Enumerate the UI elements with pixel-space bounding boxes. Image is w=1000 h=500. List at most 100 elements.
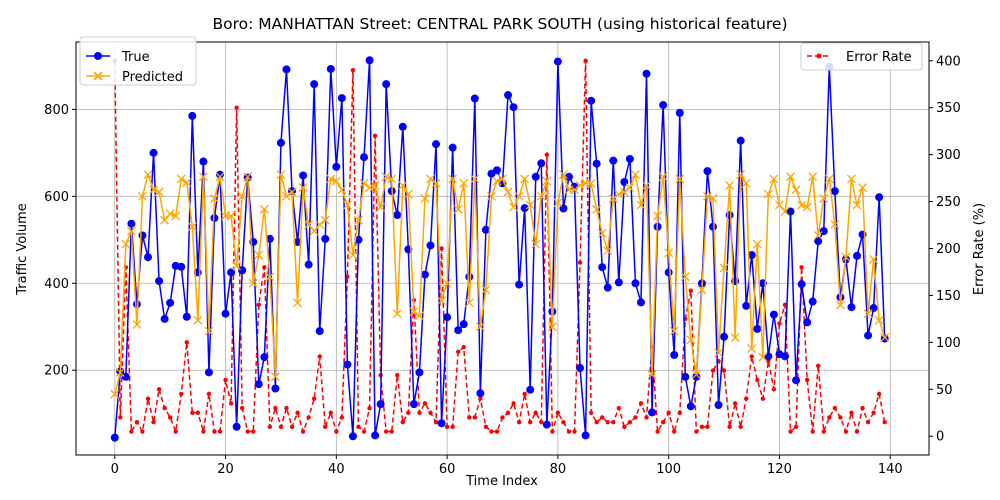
data-point-predicted [797, 200, 807, 210]
data-point-true [254, 380, 263, 389]
data-point-error-rate [605, 419, 610, 425]
data-point-error-rate [588, 410, 594, 415]
data-point-error-rate [672, 429, 677, 434]
data-point-error-rate [472, 415, 478, 420]
data-point-error-rate [655, 429, 660, 434]
legend-right-box [800, 42, 923, 71]
data-point-true [304, 260, 313, 269]
data-point-error-rate [827, 415, 832, 420]
data-point-true [742, 301, 751, 310]
data-point-predicted [625, 183, 635, 193]
data-point-predicted [337, 185, 347, 195]
data-point-error-rate [417, 410, 422, 415]
data-point-true [708, 222, 717, 231]
data-point-predicted [730, 333, 740, 343]
data-point-predicted [630, 170, 640, 180]
data-point-true [875, 193, 884, 202]
data-point-true [753, 324, 762, 333]
data-point-predicted [426, 174, 435, 184]
data-point-true [365, 56, 374, 65]
data-point-error-rate [749, 354, 754, 359]
data-point-error-rate [350, 67, 356, 73]
x-tick-label: 100 [656, 462, 681, 477]
data-point-true [227, 268, 236, 277]
data-point-predicted [270, 372, 280, 382]
data-point-error-rate [660, 419, 666, 425]
data-point-error-rate [638, 401, 644, 406]
data-point-error-rate [527, 419, 533, 425]
y-axis-label: Traffic Volume [15, 203, 30, 296]
data-point-true [426, 241, 435, 250]
data-point-error-rate [876, 391, 882, 397]
data-point-true [587, 96, 596, 105]
x-axis-label: Time Index [465, 474, 538, 489]
data-point-error-rate [533, 410, 538, 415]
data-point-true [348, 432, 357, 441]
data-point-error-rate [871, 410, 876, 415]
data-point-true [382, 80, 391, 89]
y2-tick-label: 300 [936, 148, 961, 163]
data-point-error-rate [361, 429, 367, 434]
data-point-predicted [486, 191, 496, 201]
data-point-error-rate [516, 419, 522, 425]
data-point-predicted [586, 178, 596, 188]
data-point-predicted [846, 174, 856, 184]
data-point-predicted [138, 191, 147, 201]
data-point-error-rate [721, 368, 727, 373]
data-point-predicted [165, 209, 175, 219]
data-point-error-rate [694, 429, 699, 434]
data-point-error-rate [727, 424, 732, 430]
data-point-predicted [414, 311, 424, 321]
data-point-predicted [448, 174, 458, 184]
data-point-true [520, 204, 529, 213]
data-point-error-rate [843, 429, 849, 434]
data-point-predicted [791, 185, 801, 195]
data-point-true [780, 352, 789, 361]
data-point-error-rate [184, 340, 189, 345]
data-point-error-rate [710, 368, 716, 373]
data-point-true [121, 372, 130, 381]
data-point-error-rate [622, 424, 627, 430]
data-point-true [614, 278, 623, 287]
data-point-true [553, 57, 562, 66]
data-point-error-rate [611, 419, 616, 425]
data-point-predicted [287, 187, 297, 197]
data-point-predicted [376, 202, 386, 212]
data-point-true [127, 219, 136, 228]
x-tick-label: 120 [767, 462, 792, 477]
data-point-error-rate [594, 419, 599, 425]
data-point-error-rate [256, 302, 261, 308]
y2-tick-label: 50 [936, 383, 953, 398]
data-point-error-rate [849, 410, 854, 415]
data-point-predicted [547, 322, 557, 332]
data-point-predicted [714, 348, 723, 358]
data-point-predicted [642, 181, 651, 190]
data-point-predicted [171, 211, 181, 221]
data-point-predicted [475, 322, 485, 332]
data-point-true [864, 331, 873, 340]
data-point-true [648, 408, 657, 417]
data-point-error-rate [738, 424, 743, 430]
data-point-predicted [204, 326, 214, 336]
y2-tick-label: 150 [936, 289, 961, 304]
data-point-error-rate [505, 410, 511, 415]
data-point-true [265, 234, 274, 243]
data-point-predicted [553, 198, 563, 208]
data-point-true [703, 167, 712, 176]
data-point-predicted [259, 204, 269, 214]
data-point-true [210, 214, 219, 223]
data-point-predicted [763, 189, 773, 199]
series-line-predicted [114, 173, 886, 395]
data-point-error-rate [555, 410, 561, 415]
data-point-true [465, 272, 474, 281]
data-point-predicted [276, 170, 286, 180]
data-point-true [470, 94, 479, 103]
data-point-error-rate [206, 391, 212, 397]
data-point-predicted [342, 200, 352, 210]
data-point-error-rate [782, 302, 788, 308]
data-point-error-rate [400, 419, 405, 425]
data-point-error-rate [162, 405, 167, 411]
data-point-predicted [160, 215, 170, 225]
data-point-predicted [193, 315, 203, 325]
data-point-error-rate [804, 377, 810, 383]
